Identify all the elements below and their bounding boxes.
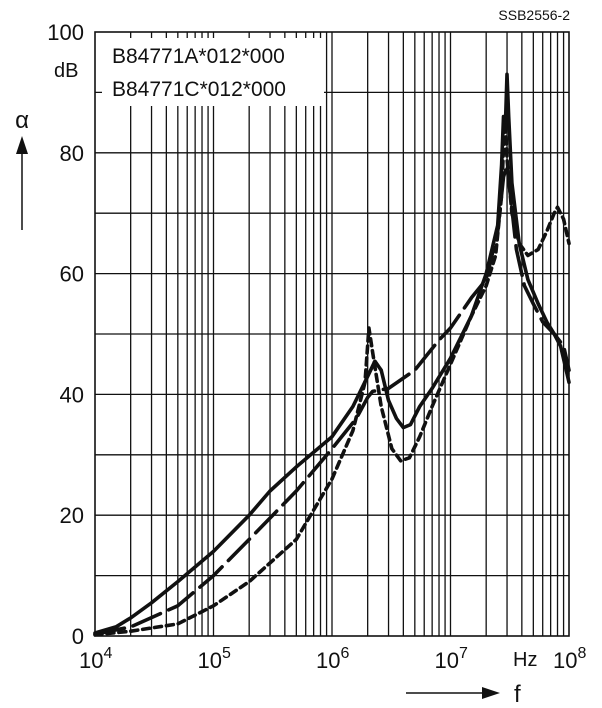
y-tick-labels: 0 20 40 60 80 100 (47, 20, 84, 649)
x-tick-exponent: 4 (103, 645, 112, 662)
y-tick-label: 0 (72, 624, 84, 649)
x-tick-exponent: 7 (459, 645, 468, 662)
legend-entry-2: B84771C*012*000 (112, 78, 286, 101)
x-tick-base: 10 (553, 648, 577, 673)
x-tick-base: 10 (79, 648, 103, 673)
x-tick-label: 105 (198, 645, 231, 673)
curve-dashed (93, 163, 571, 636)
y-tick-label: 60 (60, 262, 84, 287)
y-axis-arrow-head (16, 136, 28, 154)
x-tick-label: 107 (435, 645, 468, 673)
x-axis-label: f (514, 681, 521, 708)
x-tick-base: 10 (316, 648, 340, 673)
x-tick-exponent: 5 (222, 645, 231, 662)
chart-grid (95, 32, 569, 636)
y-tick-label: 20 (60, 503, 84, 528)
x-tick-exponent: 8 (577, 645, 586, 662)
x-unit-label: Hz (513, 649, 537, 671)
x-tick-label: 108 (553, 645, 586, 673)
y-unit-label: dB (54, 60, 78, 82)
x-tick-exponent: 6 (340, 645, 349, 662)
legend-entry-1: B84771A*012*000 (112, 45, 285, 68)
x-tick-base: 10 (435, 648, 459, 673)
x-axis-arrow-head (482, 687, 500, 699)
legend-box (102, 38, 324, 106)
chart-curves (93, 72, 571, 637)
x-tick-label: 106 (316, 645, 349, 673)
y-tick-label: 40 (60, 382, 84, 407)
x-tick-base: 10 (198, 648, 222, 673)
curve-dotted (93, 114, 571, 637)
y-tick-label: 80 (60, 141, 84, 166)
figure-code: SSB2556-2 (498, 7, 570, 23)
x-tick-label: 104 (79, 645, 112, 673)
y-axis-label: α (15, 107, 29, 134)
plot-frame (94, 31, 570, 637)
y-tick-label: 100 (47, 20, 84, 45)
x-tick-labels: 104 105 106 107 108 (79, 645, 586, 673)
